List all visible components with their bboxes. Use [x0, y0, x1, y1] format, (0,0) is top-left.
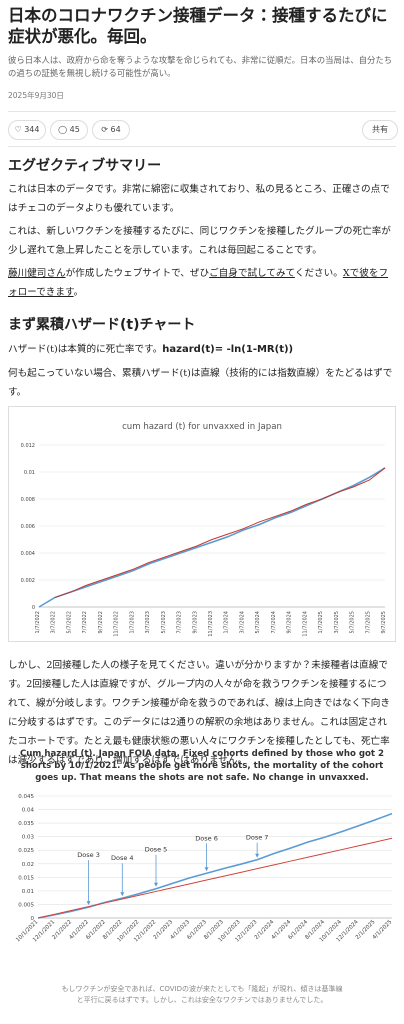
- title: 日本のコロナワクチン接種データ：接種するたびに症状が悪化。毎回。: [8, 6, 388, 46]
- heading: まず累積ハザード(t)チャート: [8, 317, 196, 333]
- formula: hazard(t)= -ln(1-MR(t)): [162, 344, 294, 355]
- figure: Cum hazard (t). Japan FOIA data. Fixed c…: [8, 748, 396, 968]
- data-line: [37, 837, 393, 919]
- arrow-head: [120, 892, 125, 897]
- x-tick-label: 5/7/2025: [350, 611, 356, 633]
- x-tick-label: 7/7/2024: [271, 611, 277, 633]
- y-tick-label: 0.03: [22, 835, 35, 841]
- y-tick-label: 0: [32, 605, 35, 611]
- x-tick-label: 7/7/2023: [177, 611, 183, 633]
- paragraph: ハザード(t)は本質的に死亡率です。hazard(t)= -ln(1-MR(t)…: [8, 340, 396, 359]
- x-tick-label: 9/7/2025: [381, 611, 387, 633]
- y-tick-label: 0.045: [18, 794, 34, 800]
- paragraph: しかし、2回接種した人の様子を見てください。違いが分かりますか？未接種者は直線で…: [8, 660, 390, 766]
- x-tick-label: 3/7/2025: [334, 611, 340, 633]
- y-tick-label: 0.012: [21, 443, 35, 449]
- figure: cum hazard (t) for unvaxxed in Japan 0 0.…: [8, 406, 396, 642]
- divider: [8, 146, 396, 147]
- x-tick-label: 9/7/2023: [192, 611, 198, 633]
- y-tick-label: 0.006: [21, 524, 35, 530]
- arrow-head: [86, 901, 91, 906]
- x-tick-label: 3/7/2022: [51, 611, 57, 633]
- y-tick-label: 0.02: [22, 862, 34, 868]
- paragraph: これは、新しいワクチンを接種するたびに、同じワクチンを接種したグループの死亡率が…: [8, 226, 391, 256]
- x-tick-label: 3/7/2023: [145, 611, 151, 633]
- paragraph: 藤川健司さんが作成したウェブサイトで、ぜひご自身で試してみてください。Xで彼をフ…: [8, 264, 396, 302]
- y-tick-label: 0.025: [18, 848, 34, 854]
- y-tick-label: 0.004: [21, 551, 35, 557]
- x-tick-label: 1/7/2022: [35, 611, 41, 633]
- x-tick-label: 5/7/2022: [66, 611, 72, 633]
- data-line: [38, 467, 386, 608]
- y-tick-label: 0.015: [18, 875, 34, 881]
- x-tick-label: 5/7/2024: [255, 611, 261, 633]
- arrow-head: [154, 882, 158, 887]
- share-button[interactable]: 共有: [362, 120, 398, 140]
- x-tick-label: 11/7/2022: [114, 611, 120, 637]
- link[interactable]: Xで彼をフォローできます: [8, 268, 389, 298]
- x-tick-label: 3/7/2024: [239, 611, 245, 633]
- y-tick-label: 0.002: [21, 578, 35, 584]
- divider: [8, 111, 396, 112]
- chart: 0 0.005 0.01 0.015 0.02 0.025 0.03 0.035 0.04 0.0…: [15, 794, 394, 943]
- text: ハザード(t)は本質的に死亡率です。: [8, 344, 163, 355]
- x-tick-label: 11/7/2024: [302, 611, 308, 637]
- date: 2025年9月30日: [8, 91, 64, 100]
- x-tick-label: 9/7/2022: [98, 611, 104, 633]
- comment-button[interactable]: ◯ 45: [50, 120, 88, 140]
- link[interactable]: 藤川健司さん: [8, 268, 66, 279]
- annotation: Dose 6: [195, 834, 218, 842]
- annotation: Dose 5: [145, 846, 168, 854]
- y-tick-label: 0.04: [22, 808, 35, 814]
- subtitle: 彼ら日本人は、政府から命を奪うような攻撃を命じられても、非常に従順だ。日本の当局…: [8, 55, 393, 78]
- like-button[interactable]: ♡ 344: [8, 120, 46, 140]
- data-line: [54, 467, 386, 599]
- paragraph: 何も起こっていない場合、累積ハザード(t)は直線（技術的には指数直線）をたどるは…: [8, 368, 393, 398]
- comment-count: 45: [69, 125, 80, 134]
- link[interactable]: ご自身で試してみて: [209, 268, 295, 279]
- x-tick-label: 1/7/2025: [318, 611, 324, 633]
- y-tick-label: 0.01: [24, 470, 35, 476]
- paragraph: これは日本のデータです。非常に綿密に収集されており、私の見るところ、正確さの点で…: [8, 184, 390, 214]
- y-tick-label: 0.008: [21, 497, 35, 503]
- y-tick-label: 0.035: [18, 821, 34, 827]
- arrow-head: [255, 853, 260, 858]
- caption: もしワクチンが安全であれば、COVIDの波が来たとしても「隆起」が現れ、傾きは基…: [61, 985, 343, 1004]
- x-tick-label: 9/7/2024: [287, 611, 293, 633]
- text: ください。: [294, 268, 343, 279]
- figure-title: cum hazard (t) for unvaxxed in Japan: [122, 422, 282, 432]
- like-count: 344: [24, 125, 40, 134]
- restack-count: 64: [110, 125, 121, 134]
- text: 。: [73, 287, 84, 298]
- arrow-head: [204, 867, 209, 872]
- figure-title: Cum hazard (t). Japan FOIA data. Fixed c…: [19, 749, 385, 783]
- x-tick-label: 1/7/2023: [129, 611, 135, 633]
- annotation: Dose 7: [246, 834, 269, 842]
- text: が作成したウェブサイトで、ぜひ: [65, 268, 210, 279]
- x-tick-label: 7/7/2025: [365, 611, 371, 633]
- annotation: Dose 4: [111, 854, 134, 862]
- data-line: [37, 812, 393, 919]
- y-tick-label: 0.005: [18, 902, 34, 908]
- x-tick-label: 11/7/2023: [208, 611, 214, 637]
- chart: 0 0.002 0.004 0.006 0.008 0.01 0.012 1/7/2022 3/…: [21, 443, 387, 637]
- x-tick-label: 7/7/2022: [82, 611, 88, 633]
- y-tick-label: 0.01: [22, 889, 34, 895]
- restack-button[interactable]: ⟳ 64: [92, 120, 130, 140]
- x-tick-label: 1/7/2024: [224, 611, 230, 633]
- heading: エグゼクティブサマリー: [8, 158, 162, 174]
- y-tick-label: 0: [31, 916, 35, 922]
- annotation: Dose 3: [77, 851, 100, 859]
- x-tick-label: 5/7/2023: [161, 611, 167, 633]
